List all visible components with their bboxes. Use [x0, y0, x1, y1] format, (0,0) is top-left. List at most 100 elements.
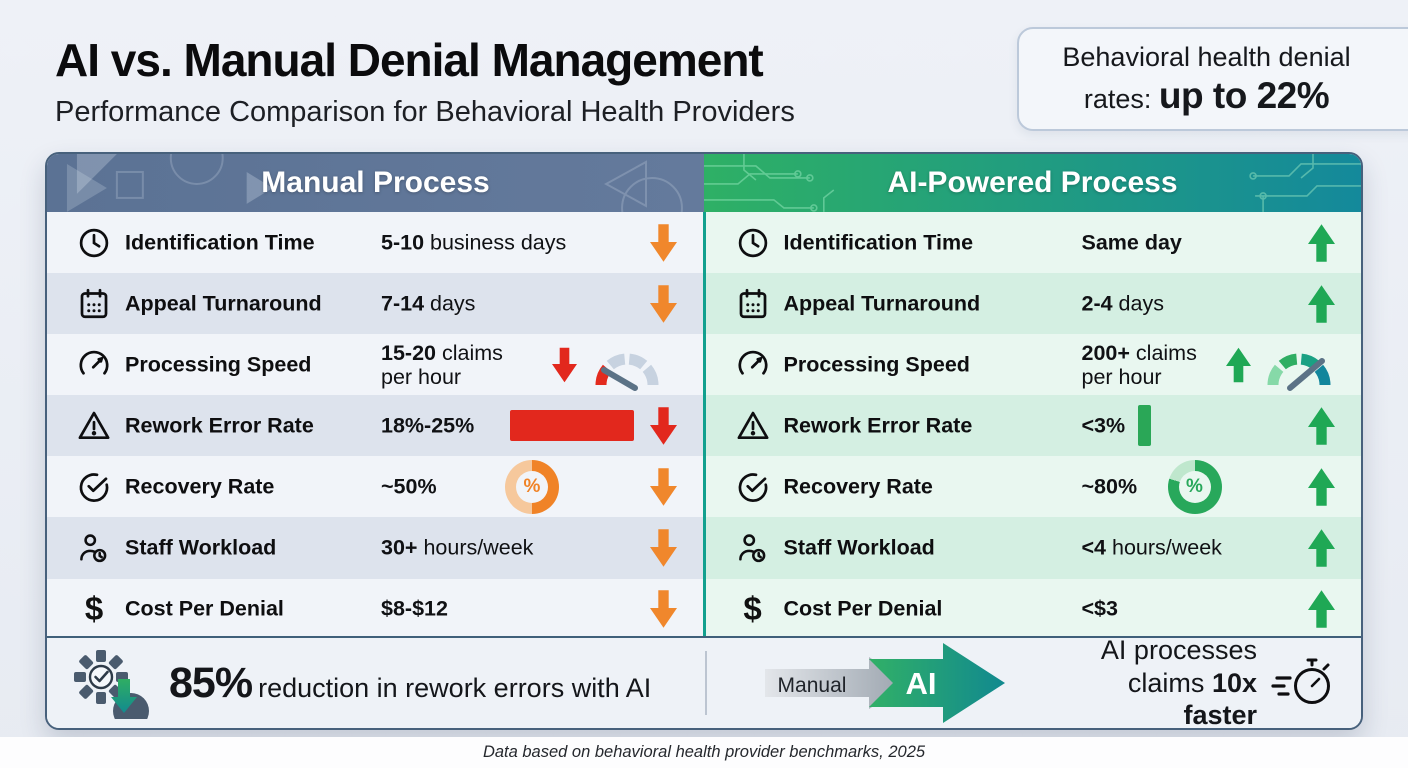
stat-line2-bold: 10x faster: [1183, 667, 1257, 730]
row-label: Recovery Rate: [125, 474, 275, 499]
stat-line1: AI processes: [1100, 635, 1257, 666]
row-value: 18%-25%: [381, 413, 474, 438]
source-note-strip: Data based on behavioral health provider…: [0, 737, 1408, 768]
value-bold: <4: [1081, 535, 1107, 560]
manual-to-ai-transition: Manual AI: [707, 641, 1067, 725]
ai-column: Identification Time Same day Appeal Turn…: [702, 212, 1361, 640]
donut-80-percent-graphic: %: [1167, 460, 1222, 515]
value-rest: days: [1112, 291, 1164, 316]
staff-clock-icon: [75, 530, 113, 566]
row-appeal-turnaround-ai: Appeal Turnaround 2-4 days: [705, 273, 1361, 335]
callout-line2: rates: up to 22%: [1083, 74, 1330, 117]
trend-up-icon: [1308, 407, 1335, 445]
row-value: $8-$12: [381, 597, 448, 622]
trend-down-icon: [649, 284, 677, 323]
row-identification-time-manual: Identification Time 5-10 business days: [47, 212, 703, 274]
value-bold: 15-20: [381, 340, 436, 365]
trend-down-icon: [649, 529, 677, 567]
calendar-icon: [75, 286, 113, 322]
value-bold: ~50%: [381, 474, 437, 499]
row-label: Recovery Rate: [783, 474, 933, 499]
speedometer-icon: [75, 347, 113, 383]
row-staff-workload-ai: Staff Workload <4 hours/week: [705, 517, 1361, 579]
error-rate-bar-graphic: [1137, 405, 1151, 447]
error-rate-bar-graphic: [510, 410, 634, 442]
row-value: 7-14 days: [381, 291, 475, 316]
speed-stat: AI processes claims 10x faster: [1067, 634, 1361, 730]
row-label: Rework Error Rate: [783, 413, 973, 438]
row-label: Processing Speed: [783, 352, 970, 377]
value-line2: per hour: [381, 364, 462, 389]
trend-down-icon: [649, 468, 677, 506]
dollar-icon: $: [743, 590, 762, 628]
value-rest: days: [424, 291, 476, 316]
callout-value: up to 22%: [1158, 74, 1330, 116]
dollar-icon: $: [84, 590, 104, 628]
row-rework-error-rate-manual: Rework Error Rate 18%-25%: [47, 395, 703, 457]
speed-stat-text: AI processes claims 10x faster: [1067, 634, 1257, 730]
row-label: Cost Per Denial: [125, 596, 284, 621]
rework-reduction-text: 85% reduction in rework errors with AI: [169, 659, 651, 708]
manual-header-title: Manual Process: [261, 166, 490, 199]
denial-rate-callout: Behavioral health denial rates: up to 22…: [1017, 27, 1408, 131]
callout-line1: Behavioral health denial: [1062, 41, 1351, 72]
ai-process-header: AI-Powered Process: [704, 154, 1361, 212]
trend-down-icon: [649, 407, 677, 445]
transition-to-label: AI: [906, 666, 937, 701]
row-value: 5-10 business days: [381, 230, 566, 255]
manual-process-header: Manual Process: [47, 154, 704, 212]
row-recovery-rate-ai: Recovery Rate ~80% %: [705, 456, 1361, 518]
staff-clock-icon: [734, 530, 772, 566]
value-rest: hours/week: [1106, 535, 1222, 560]
rework-reduction-stat: 85% reduction in rework errors with AI: [47, 643, 705, 728]
value-line2: per hour: [1081, 364, 1162, 389]
manual-column: Identification Time 5-10 business days A…: [47, 212, 703, 640]
trend-up-icon: [1308, 468, 1335, 506]
stat-value: 85%: [169, 658, 253, 707]
row-identification-time-ai: Identification Time Same day: [705, 212, 1361, 274]
value-bold: 18%-25%: [381, 413, 475, 438]
source-note: Data based on behavioral health provider…: [482, 743, 926, 761]
page-subtitle: Performance Comparison for Behavioral He…: [55, 96, 795, 128]
stopwatch-icon: [1271, 652, 1335, 715]
trend-up-icon: [1308, 529, 1335, 567]
row-label: Appeal Turnaround: [783, 291, 981, 316]
row-value: 2-4 days: [1082, 291, 1164, 316]
percent-label: %: [1178, 471, 1211, 504]
row-label: Cost Per Denial: [783, 596, 943, 621]
value-bold: 200+: [1081, 340, 1130, 365]
stat-text: reduction in rework errors with AI: [258, 672, 652, 703]
gauge-high-graphic: [1262, 341, 1336, 396]
speedometer-icon: [734, 347, 772, 383]
row-label: Staff Workload: [125, 535, 277, 560]
value-rest: business days: [424, 230, 567, 255]
row-value: <3%: [1082, 413, 1126, 438]
gauge-low-graphic: [590, 341, 664, 396]
row-cost-per-denial-ai: $ Cost Per Denial <$3: [705, 578, 1361, 640]
row-label: Appeal Turnaround: [125, 291, 322, 316]
row-label: Identification Time: [125, 230, 315, 255]
clock-icon: [734, 225, 772, 261]
ai-header-title: AI-Powered Process: [887, 166, 1178, 199]
row-rework-error-rate-ai: Rework Error Rate <3%: [705, 395, 1361, 457]
value-bold: 30+: [381, 535, 418, 560]
percent-label: %: [516, 471, 548, 504]
trend-up-icon: [1308, 223, 1335, 262]
trend-down-icon: [552, 347, 577, 383]
row-label: Identification Time: [783, 230, 974, 255]
row-processing-speed-ai: Processing Speed 200+ claims per hour: [705, 334, 1361, 396]
check-circle-icon: [75, 469, 113, 505]
circuit-pattern: [704, 154, 1361, 212]
row-label: Staff Workload: [783, 535, 935, 560]
row-label: Processing Speed: [125, 352, 312, 377]
row-processing-speed-manual: Processing Speed 15-20 claims per hour: [47, 334, 703, 396]
row-value: <4 hours/week: [1082, 536, 1222, 561]
value-rest: hours/week: [417, 535, 534, 560]
value-bold: 2-4: [1081, 291, 1113, 316]
row-value: <$3: [1082, 597, 1118, 622]
table-headers: Manual Process AI-Powered Process: [47, 154, 1361, 212]
row-value: 15-20 claims per hour: [381, 341, 503, 389]
gear-check-down-icon: [71, 643, 153, 728]
callout-prefix: rates:: [1083, 83, 1152, 114]
value-rest: claims: [1129, 340, 1197, 365]
